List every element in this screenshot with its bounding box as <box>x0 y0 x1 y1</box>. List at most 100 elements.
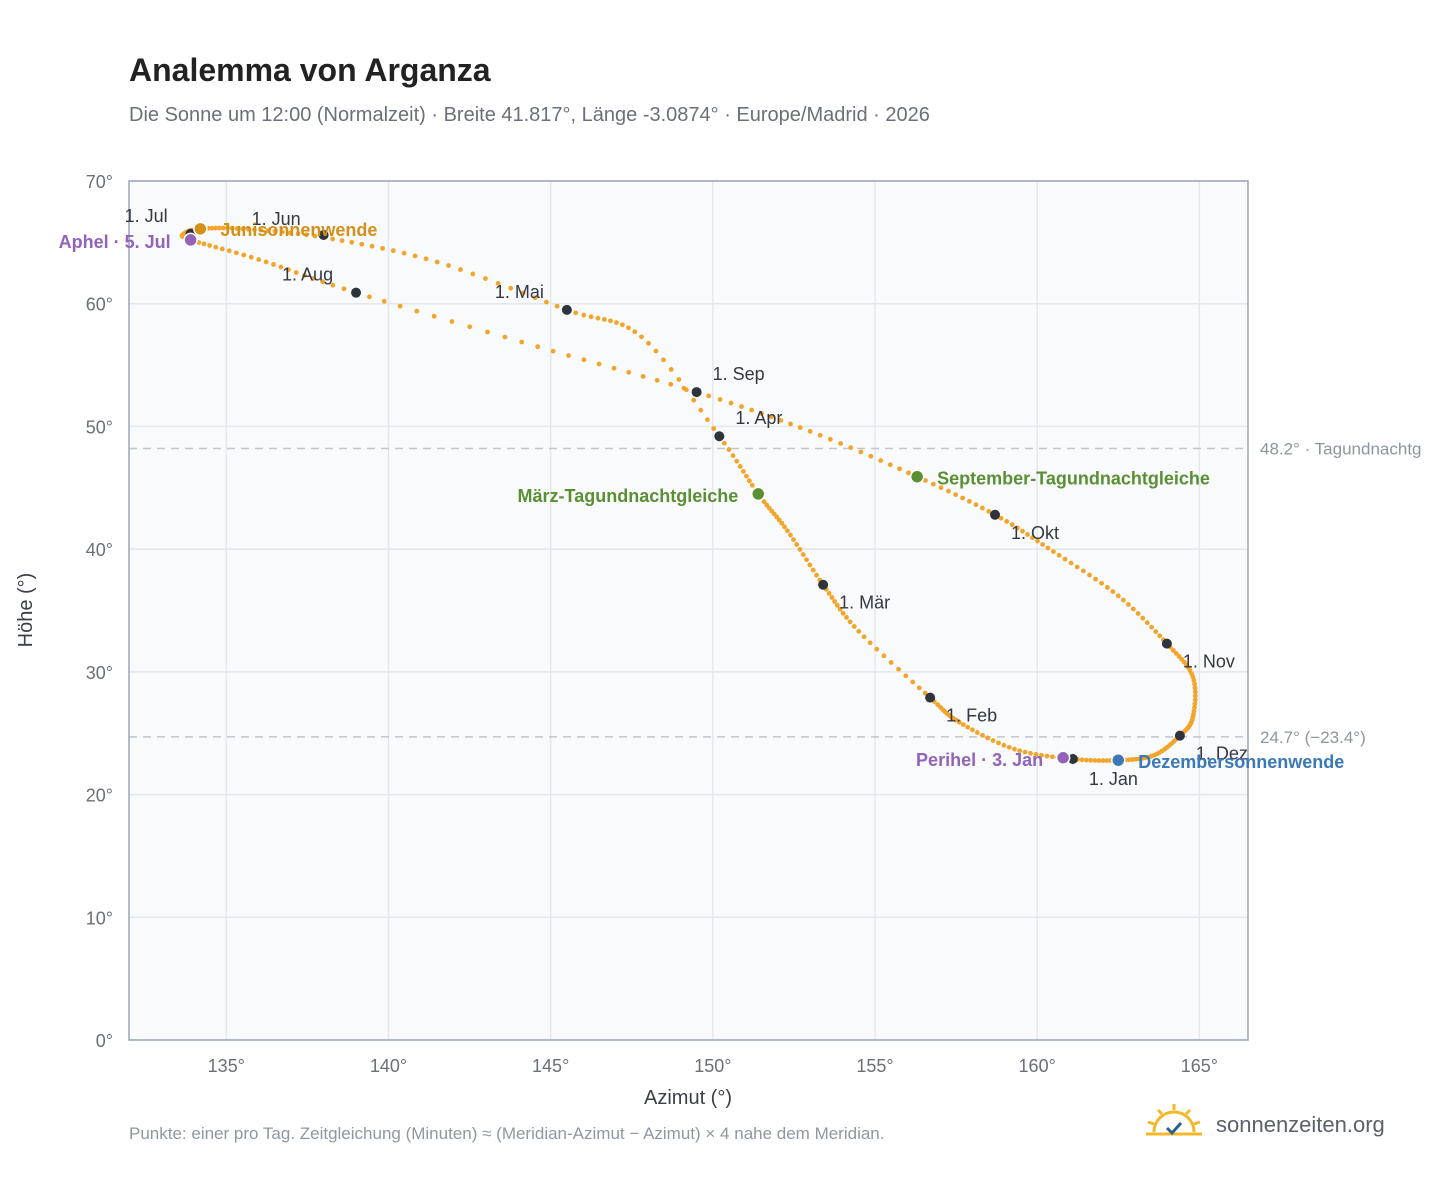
daily-sun-point <box>730 453 736 458</box>
daily-sun-point <box>867 640 873 646</box>
daily-sun-point <box>916 685 922 691</box>
daily-sun-point <box>759 411 764 416</box>
brand[interactable]: sonnenzeiten.org <box>1144 1102 1404 1146</box>
daily-sun-point <box>797 547 803 552</box>
daily-sun-point <box>691 397 697 403</box>
daily-sun-point <box>1012 746 1017 752</box>
y-tick-label: 0° <box>96 1031 113 1051</box>
daily-sun-point <box>896 666 901 672</box>
daily-sun-point <box>1022 749 1028 755</box>
daily-sun-point <box>240 226 245 232</box>
daily-sun-point <box>810 567 816 573</box>
daily-sun-point <box>807 428 813 434</box>
daily-sun-point <box>241 252 247 258</box>
daily-sun-point <box>595 315 601 321</box>
daily-sun-point <box>601 317 607 322</box>
daily-sun-point <box>1192 681 1198 687</box>
event-markers: Junisonnenwende Dezembersonnenwende März-T… <box>59 220 1345 772</box>
daily-sun-point <box>349 239 355 245</box>
event-point <box>183 232 198 248</box>
daily-sun-point <box>470 271 476 277</box>
daily-sun-point <box>966 498 972 504</box>
daily-sun-point <box>1129 757 1135 762</box>
y-axis-ticks: 0° 10° 20° 30° 40° 50° 60° 70° <box>86 172 113 1051</box>
event-label: Dezembersonnenwende <box>1138 752 1344 772</box>
daily-sun-point <box>619 322 625 328</box>
daily-sun-point <box>922 690 928 696</box>
daily-sun-point <box>245 226 251 232</box>
daily-sun-point <box>788 532 793 538</box>
event-label: Aphel · 5. Jul <box>59 232 171 252</box>
daily-sun-point <box>1192 693 1198 699</box>
daily-sun-point <box>881 653 887 659</box>
daily-sun-point <box>1191 677 1197 683</box>
daily-sun-point <box>588 314 594 320</box>
daily-sun-point <box>401 250 407 256</box>
daily-sun-point <box>681 385 687 391</box>
daily-sun-point <box>817 432 823 438</box>
event-label: September-Tagundnachtgleiche <box>937 469 1210 489</box>
y-axis-label: Höhe (°) <box>15 573 37 648</box>
daily-sun-point <box>654 377 660 383</box>
daily-sun-point <box>286 267 291 273</box>
daily-sun-point <box>1044 753 1050 759</box>
month-point <box>714 431 725 442</box>
daily-sun-point <box>293 270 299 275</box>
daily-sun-point <box>728 400 734 406</box>
daily-sun-point <box>367 294 372 300</box>
daily-sun-point <box>225 225 230 231</box>
daily-sun-point <box>1020 528 1025 534</box>
daily-sun-point <box>1035 538 1040 544</box>
daily-sun-point <box>980 505 985 511</box>
daily-sun-point <box>848 445 854 451</box>
daily-sun-point <box>1153 629 1159 634</box>
daily-sun-point <box>804 557 809 563</box>
daily-sun-point <box>508 285 514 291</box>
daily-sun-point <box>744 473 749 479</box>
daily-sun-point <box>826 590 832 596</box>
daily-sun-point <box>785 528 790 534</box>
daily-sun-point <box>960 495 965 501</box>
month-label: 1. Apr <box>735 408 782 428</box>
daily-sun-point <box>653 348 659 354</box>
daily-sun-point <box>1017 748 1023 754</box>
daily-sun-point <box>814 572 819 578</box>
daily-sun-point <box>1104 758 1110 763</box>
daily-sun-point <box>1039 752 1044 758</box>
daily-sun-point <box>851 624 857 629</box>
daily-sun-point <box>550 348 556 354</box>
event-point <box>750 486 766 502</box>
daily-sun-point <box>668 381 674 387</box>
daily-sun-point <box>779 520 785 526</box>
event-label: Junisonnenwende <box>220 220 377 240</box>
daily-sun-point <box>449 319 455 324</box>
x-tick-label: 145° <box>532 1056 569 1076</box>
event-label: März-Tagundnachtgleiche <box>518 486 739 506</box>
daily-sun-point <box>726 447 732 452</box>
month-point <box>691 387 702 398</box>
daily-sun-point <box>1025 532 1030 537</box>
daily-sun-point <box>216 225 222 231</box>
daily-sun-point <box>219 246 225 252</box>
daily-sun-point <box>1068 560 1074 566</box>
daily-sun-point <box>938 485 944 491</box>
daily-sun-point <box>207 243 213 248</box>
month-label: 1. Mai <box>495 282 544 302</box>
daily-sun-point <box>1135 611 1141 616</box>
month-label: 1. Feb <box>946 706 997 726</box>
daily-sun-point <box>906 470 911 476</box>
daily-sun-point <box>573 310 579 316</box>
daily-sun-point <box>532 295 538 301</box>
daily-sun-point <box>761 499 767 505</box>
daily-sun-point <box>1050 754 1055 760</box>
daily-sun-point <box>858 449 864 455</box>
daily-sun-point <box>1157 633 1163 639</box>
daily-sun-point <box>201 241 207 247</box>
daily-sun-point <box>1009 522 1015 528</box>
daily-sun-point <box>974 730 980 735</box>
month-label: 1. Mär <box>839 593 890 613</box>
x-axis-label: Azimut (°) <box>644 1087 732 1109</box>
daily-sun-point <box>768 414 774 420</box>
daily-sun-point <box>1074 564 1080 570</box>
daily-sun-point <box>878 458 884 463</box>
